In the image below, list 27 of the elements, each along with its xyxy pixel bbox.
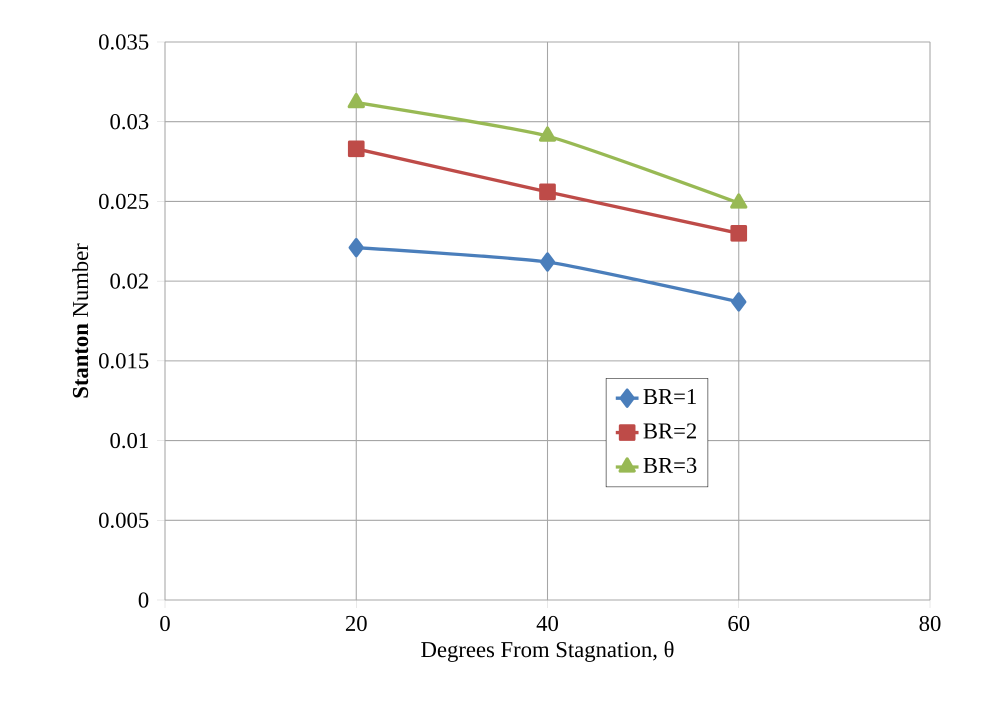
y-tick-label: 0.015 — [99, 353, 148, 369]
x-axis-title: Degrees From Stagnation, θ — [421, 641, 674, 662]
x-tick-label: 60 — [728, 616, 750, 632]
point — [730, 224, 748, 242]
legend-label: BR=1 — [644, 388, 696, 404]
x-tick-label: 0 — [160, 616, 170, 632]
point — [348, 140, 365, 158]
point — [540, 252, 556, 272]
point — [538, 126, 556, 142]
y-tick-label: 0.02 — [110, 273, 148, 289]
point — [348, 92, 365, 108]
point — [730, 193, 748, 209]
legend-label: BR=2 — [644, 423, 696, 438]
y-tick-label: 0.025 — [99, 194, 148, 210]
point — [348, 238, 364, 258]
y-tick-label: 0.005 — [99, 512, 148, 528]
legend-label: BR=3 — [644, 458, 696, 474]
x-tick-label: 40 — [536, 616, 558, 632]
x-tick-label: 20 — [346, 616, 367, 632]
y-tick-label: 0.035 — [99, 34, 148, 50]
y-axis-title: Stanton Number — [72, 243, 88, 398]
point — [539, 184, 556, 200]
x-tick-label: 80 — [920, 616, 940, 632]
point — [731, 292, 746, 312]
y-tick-label: 0 — [138, 592, 148, 608]
y-tick-label: 0.01 — [110, 432, 148, 448]
y-tick-label: 0.03 — [110, 114, 148, 130]
